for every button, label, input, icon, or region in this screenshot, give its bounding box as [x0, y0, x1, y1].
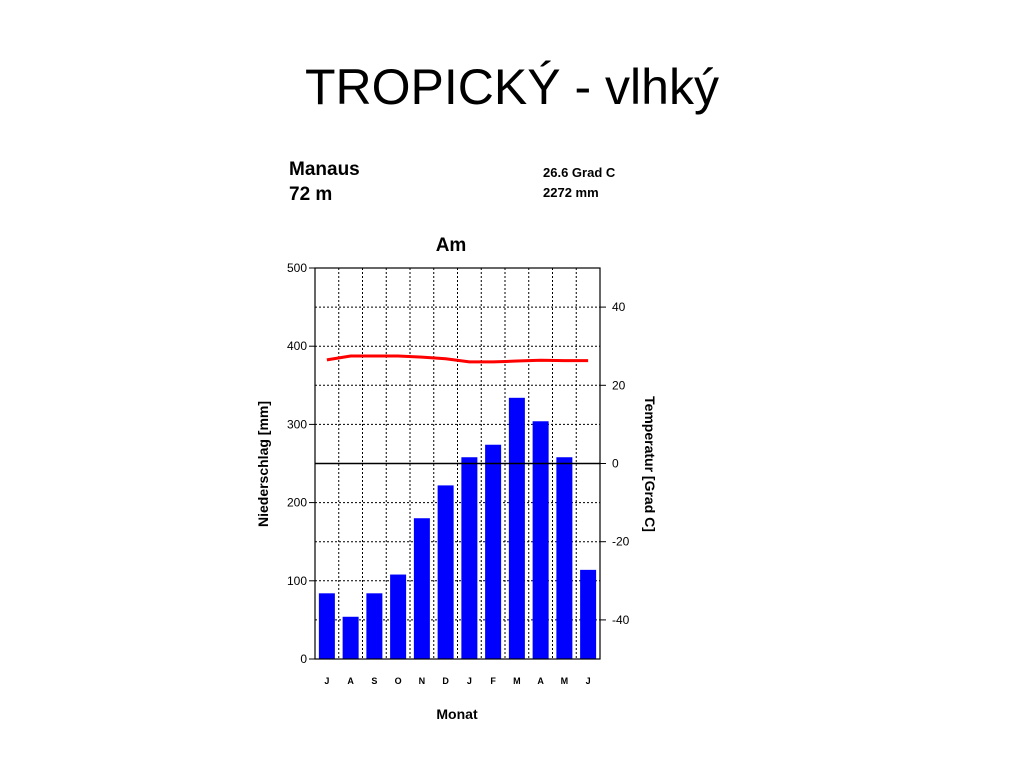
month-label: O	[395, 676, 402, 686]
precipitation-bar	[556, 457, 573, 659]
precipitation-bar	[318, 593, 335, 659]
precipitation-bar	[461, 457, 478, 659]
temperature-line	[326, 354, 589, 364]
month-label: F	[490, 676, 496, 686]
y-axis-ticks: 0 100 200 300 400 500	[287, 261, 315, 666]
month-label: N	[419, 676, 426, 686]
y-tick-label: 100	[287, 574, 307, 588]
y-tick-label: 200	[287, 496, 307, 510]
temperature-series-line	[326, 354, 589, 364]
month-label: J	[324, 676, 329, 686]
precipitation-bar	[366, 593, 383, 659]
y-axis-label: Niederschlag [mm]	[255, 401, 271, 527]
precipitation-bar	[508, 397, 525, 659]
month-label: A	[347, 676, 354, 686]
station-elevation: 72 m	[289, 184, 332, 205]
y-tick-label: 0	[300, 652, 307, 666]
month-label: M	[513, 676, 521, 686]
y-tick-label: 500	[287, 261, 307, 275]
precipitation-bar	[413, 518, 430, 659]
y-tick-label: 400	[287, 339, 307, 353]
y2-axis-label: Temperatur [Grad C]	[642, 396, 658, 532]
slide-title: TROPICKÝ - vlhký	[305, 59, 719, 115]
precipitation-bar	[390, 574, 407, 659]
mean-temperature: 26.6 Grad C	[543, 165, 616, 180]
annual-precipitation: 2272 mm	[543, 185, 599, 200]
precipitation-bar	[342, 616, 359, 659]
month-label: M	[561, 676, 569, 686]
chart-title: Am	[436, 235, 467, 256]
precipitation-bar	[580, 569, 597, 659]
station-name: Manaus	[289, 159, 360, 180]
y2-tick-label: -40	[612, 613, 630, 627]
month-label: S	[371, 676, 377, 686]
grid	[315, 268, 600, 659]
month-label: D	[442, 676, 449, 686]
month-label: J	[586, 676, 591, 686]
y2-tick-label: 20	[612, 378, 626, 392]
month-label: A	[537, 676, 544, 686]
precipitation-bar	[437, 485, 454, 659]
y2-tick-label: 0	[612, 457, 619, 471]
precipitation-bar	[532, 421, 549, 659]
precipitation-bars	[318, 397, 597, 659]
precipitation-bar	[485, 444, 502, 659]
x-axis-label: Monat	[436, 706, 478, 722]
y2-axis-ticks: -40 -20 0 20 40	[600, 300, 630, 627]
y2-tick-label: 40	[612, 300, 626, 314]
y-tick-label: 300	[287, 417, 307, 431]
y2-tick-label: -20	[612, 535, 630, 549]
month-label: J	[467, 676, 472, 686]
